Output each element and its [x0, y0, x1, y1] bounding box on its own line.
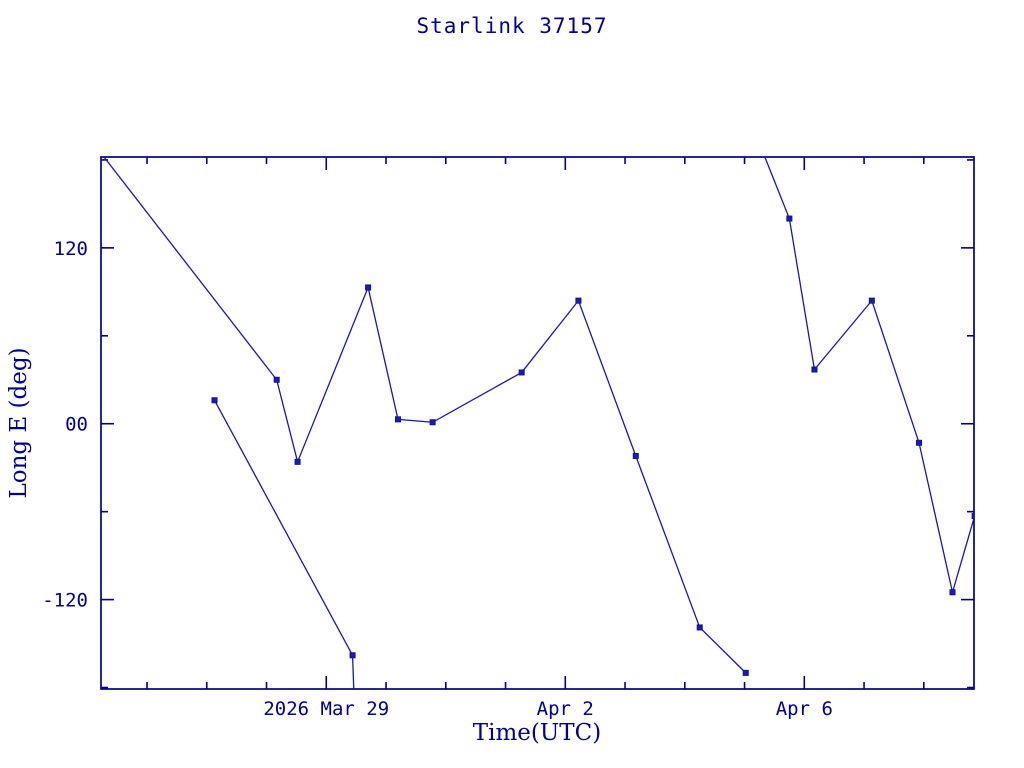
plot-frame — [100, 156, 975, 690]
series-clip-group — [103, 157, 1024, 689]
data-point-marker — [429, 419, 436, 426]
y-axis-tick-labels: 120 00 -120 — [42, 238, 88, 612]
plot-frame-group — [100, 156, 975, 690]
y-axis-ticks — [101, 159, 974, 689]
data-line-segment — [213, 399, 355, 689]
data-line-segment — [103, 157, 747, 674]
data-series-group — [103, 157, 1024, 689]
x-axis-ticks — [146, 157, 925, 689]
y-tick-label: -120 — [42, 590, 88, 612]
data-point-marker — [949, 589, 956, 596]
data-point-marker — [696, 624, 703, 631]
data-point-marker — [365, 284, 372, 291]
data-point-marker — [518, 369, 525, 376]
page-title: Starlink 37157 — [416, 14, 608, 38]
data-point-marker — [742, 669, 749, 676]
data-point-marker — [916, 439, 923, 446]
y-axis-label: Long E (deg) — [6, 347, 32, 498]
x-tick-label: Apr 2 — [537, 698, 594, 720]
data-line-segment — [764, 157, 974, 593]
data-point-marker — [349, 652, 356, 659]
data-point-marker — [211, 397, 218, 404]
data-point-marker — [273, 376, 280, 383]
data-point-marker — [786, 215, 793, 222]
x-tick-label: Apr 6 — [776, 698, 833, 720]
data-point-marker — [971, 513, 974, 520]
y-tick-label: 120 — [54, 238, 88, 260]
y-tick-label: 00 — [65, 414, 88, 436]
data-point-marker — [811, 366, 818, 373]
data-point-marker — [575, 297, 582, 304]
data-line-segment — [1010, 157, 1024, 689]
x-axis-tick-labels: 2026 Mar 29 Apr 2 Apr 6 — [263, 698, 833, 720]
data-point-marker — [294, 458, 301, 465]
data-point-marker — [868, 297, 875, 304]
data-point-marker — [394, 416, 401, 423]
x-tick-label: 2026 Mar 29 — [263, 698, 389, 720]
data-point-marker — [632, 452, 639, 459]
x-axis-label: Time(UTC) — [473, 720, 601, 746]
